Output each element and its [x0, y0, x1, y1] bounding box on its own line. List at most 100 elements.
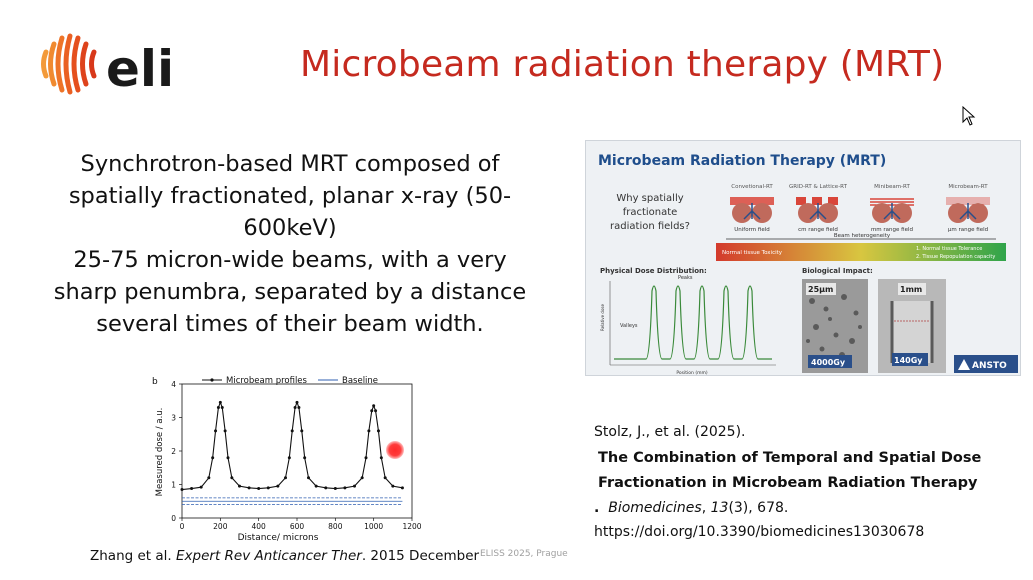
column-head: Minibeam-RT — [874, 184, 910, 190]
micro-size-label: 1mm — [900, 285, 922, 294]
column-sub: mm range field — [871, 227, 913, 233]
body-text: Synchrotron-based MRT composed of spatia… — [20, 148, 560, 340]
data-point — [300, 429, 304, 433]
x-tick-label: 400 — [252, 522, 267, 531]
data-point — [370, 409, 374, 413]
zhang-journal: Expert Rev Anticancer Ther — [176, 548, 362, 564]
brand-label: ANSTO — [972, 361, 1007, 371]
data-point — [199, 485, 203, 489]
data-point — [293, 405, 297, 409]
ansto-logo-icon — [958, 359, 970, 370]
eli-logo: eli — [38, 30, 208, 98]
chart-legend: Microbeam profiles Baseline — [202, 376, 378, 386]
data-point — [220, 405, 224, 409]
micrograph-2: 1mm 140Gy — [878, 279, 946, 373]
x-tick-label: 1200 — [402, 522, 421, 531]
micro-dose-label: 4000Gy — [811, 358, 846, 367]
column-sub: Uniform field — [734, 227, 769, 233]
ref-journal-line: . Biomedicines, 13(3), 678. — [594, 500, 789, 516]
column-head: GRID-RT & Lattice-RT — [789, 184, 848, 190]
panel-title: Microbeam Radiation Therapy (MRT) — [598, 153, 886, 169]
x-tick-label: 600 — [290, 522, 305, 531]
x-axis-label: Distance/ microns — [238, 533, 319, 543]
column-sub: µm range field — [948, 227, 988, 233]
body-line: spatially fractionated, planar x-ray (50… — [68, 183, 512, 209]
zhang-authors: Zhang et al. — [90, 548, 172, 564]
peaks-label: Peaks — [678, 275, 693, 281]
data-point — [290, 429, 294, 433]
data-point — [223, 429, 227, 433]
data-point — [180, 488, 184, 492]
micrograph-1: 25µm 4000Gy — [802, 279, 868, 373]
laser-pointer-dot — [386, 441, 404, 459]
slide-title: Microbeam radiation therapy (MRT) — [300, 44, 945, 85]
data-point — [364, 456, 368, 460]
column-head: Microbeam-RT — [948, 184, 988, 190]
logo-waves-icon — [41, 33, 97, 95]
x-tick-label: 1000 — [364, 522, 383, 531]
micro-dose-label: 140Gy — [894, 356, 923, 365]
footer-text: ELISS 2025, Prague — [480, 549, 568, 559]
chart-plot — [180, 400, 404, 505]
y-tick-label: 3 — [171, 414, 176, 423]
microbeam-series-line — [181, 400, 403, 491]
data-point — [238, 484, 241, 488]
x-tick-label: 200 — [213, 522, 228, 531]
microbeam-profile-chart: b Microbeam profiles Baseline 0 200 400 600… — [148, 372, 428, 544]
data-point — [324, 486, 328, 490]
data-point — [353, 484, 356, 488]
data-point — [307, 476, 310, 480]
logo-text: eli — [106, 40, 174, 98]
dose-dist-label: Physical Dose Distribution: — [600, 267, 707, 275]
heterogeneity-label: Beam heterogeneity — [834, 233, 891, 239]
panel-question: Why spatially — [616, 193, 683, 204]
y-tick-label: 0 — [171, 514, 176, 523]
x-tick-label: 0 — [180, 522, 185, 531]
column-head: Convetional-RT — [731, 184, 773, 190]
data-point — [400, 486, 404, 490]
body-line: sharp penumbra, separated by a distance — [53, 279, 527, 305]
data-point — [391, 484, 395, 488]
mrt-infographic: Microbeam Radiation Therapy (MRT) Why sp… — [585, 140, 1021, 376]
body-line: 600keV) — [243, 215, 337, 241]
data-point — [284, 476, 287, 480]
data-point — [383, 476, 387, 480]
lung-figures — [730, 197, 990, 223]
stolz-reference: Stolz, J., et al. (2025). The Combinatio… — [594, 422, 1024, 544]
data-point — [374, 409, 378, 413]
gradient-bar — [716, 243, 1006, 261]
y-tick-label: 4 — [171, 380, 176, 389]
data-point — [211, 456, 215, 460]
data-point — [314, 484, 318, 488]
data-point — [297, 405, 301, 409]
ref-title: The Combination of Temporal and Spatial … — [594, 446, 1024, 496]
data-point — [333, 487, 337, 491]
tolerance-label: 1. Normal tissue Tolerance — [916, 246, 982, 252]
body-line: 25-75 micron-wide beams, with a very — [73, 247, 507, 273]
data-point — [343, 486, 347, 490]
ref-journal: Biomedicines — [608, 500, 702, 516]
data-point — [190, 487, 194, 491]
valleys-label: Valleys — [620, 323, 638, 329]
zhang-citation: Zhang et al. Expert Rev Anticancer Ther.… — [90, 548, 490, 564]
zhang-date: . 2015 December — [361, 548, 480, 564]
data-point — [276, 484, 280, 488]
ref-doi-link[interactable]: https://doi.org/10.3390/biomedicines1303… — [594, 524, 925, 540]
ref-authors: Stolz, J., et al. (2025). — [594, 424, 746, 440]
chart-panel-letter: b — [152, 377, 158, 387]
data-point — [257, 487, 261, 491]
data-point — [214, 429, 218, 433]
data-point — [367, 429, 371, 433]
toxicity-label: Normal tissue Toxicity — [722, 250, 783, 256]
data-point — [247, 486, 251, 490]
data-point — [303, 456, 307, 460]
position-label: Position (mm) — [676, 370, 707, 376]
data-point — [216, 405, 220, 409]
dose-distribution-mini-chart: Peaks Valleys Position (mm) Relative dos… — [600, 275, 776, 376]
x-tick-label: 800 — [328, 522, 343, 531]
y-axis-label: Measured dose / a.u. — [155, 408, 165, 497]
ref-volume: 13 — [710, 500, 729, 516]
ref-period: . — [594, 500, 600, 516]
data-point — [226, 456, 230, 460]
ref-title-line: The Combination of Temporal and Spatial … — [598, 450, 982, 466]
